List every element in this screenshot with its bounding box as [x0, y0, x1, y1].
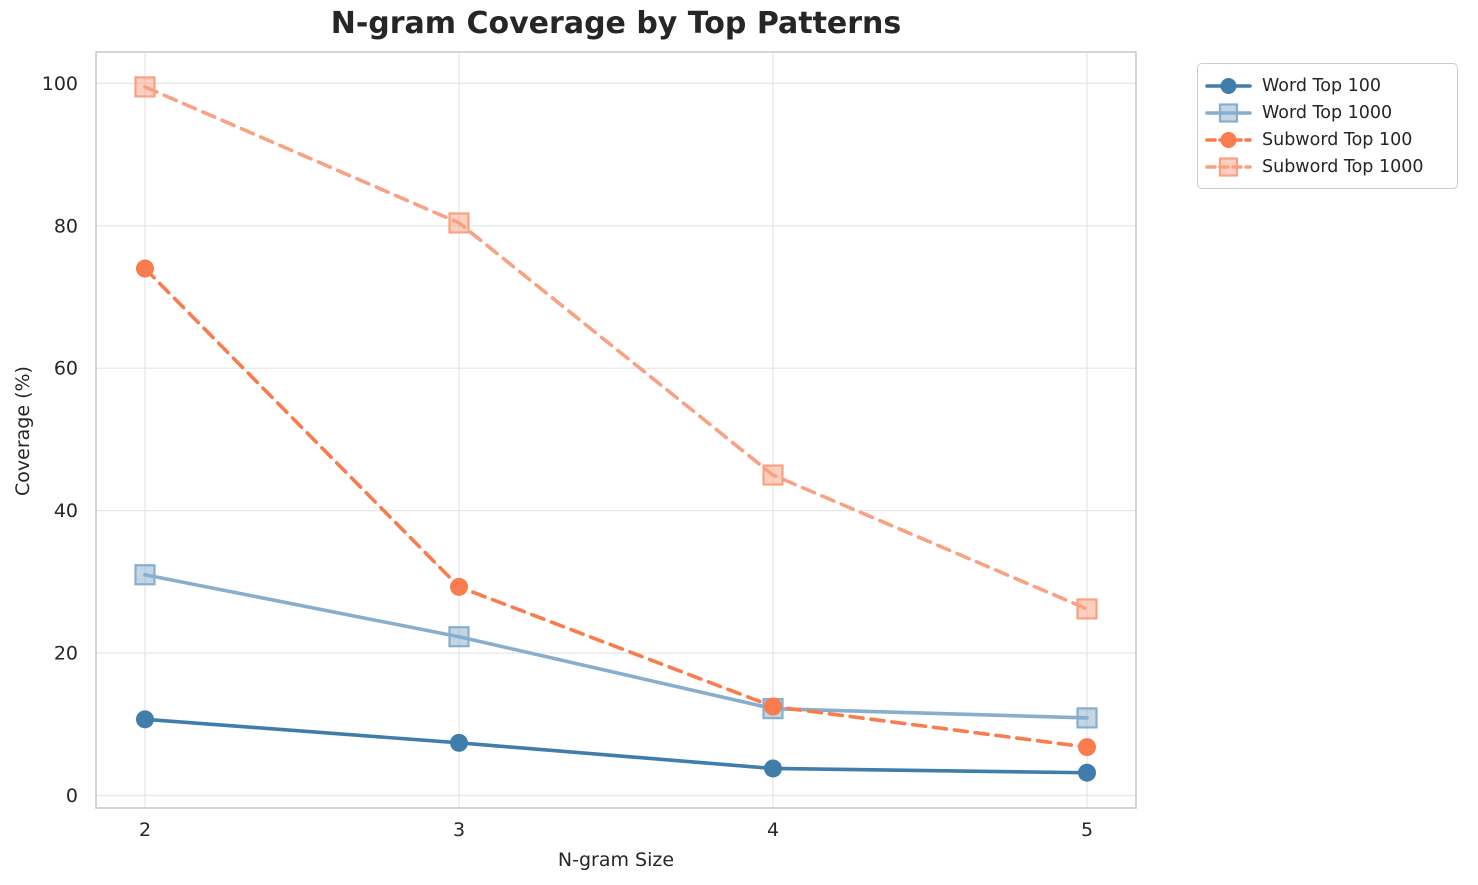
legend-line-sample-icon: [1205, 156, 1252, 177]
data-point-marker: [1220, 77, 1237, 94]
x-tick-label: 4: [767, 819, 779, 841]
data-point-marker: [1078, 738, 1097, 757]
legend-label: Word Top 1000: [1262, 102, 1393, 123]
data-point-marker: [762, 464, 784, 486]
legend-line-sample-icon: [1205, 131, 1252, 148]
series-word-top-100: [135, 710, 1097, 782]
legend-line-sample-icon: [1205, 77, 1252, 94]
data-point-marker: [449, 733, 468, 752]
legend-item-word-top-100: Word Top 100: [1205, 72, 1447, 99]
y-tick-label: 20: [54, 643, 78, 665]
y-tick-label: 60: [54, 358, 78, 380]
x-tick-label: 3: [453, 819, 465, 841]
series-line: [143, 85, 1089, 611]
data-point-marker: [1220, 131, 1237, 148]
x-tick-label: 5: [1081, 819, 1093, 841]
data-point-marker: [448, 212, 470, 234]
y-tick-label: 80: [54, 215, 78, 237]
legend-line-sample-icon: [1205, 102, 1252, 123]
data-point-marker: [1076, 707, 1098, 729]
data-point-marker: [1076, 598, 1098, 620]
series-line: [143, 572, 1089, 720]
data-point-marker: [134, 564, 156, 586]
y-tick-label: 40: [54, 500, 78, 522]
legend: Word Top 100 Word Top 1000 Subword Top 1…: [1197, 63, 1458, 189]
data-point-marker: [134, 76, 156, 98]
data-point-marker: [449, 577, 468, 596]
legend-label: Word Top 100: [1262, 75, 1382, 96]
y-axis-label: Coverage (%): [12, 366, 34, 496]
data-point-marker: [1078, 763, 1097, 782]
series-subword-top-100: [135, 259, 1097, 757]
series-subword-top-1000: [134, 76, 1098, 620]
legend-item-word-top-1000: Word Top 1000: [1205, 99, 1447, 126]
plot-border: [95, 51, 1137, 809]
plot-background: [96, 52, 1136, 808]
legend-label: Subword Top 100: [1262, 129, 1413, 150]
data-point-marker: [764, 759, 783, 778]
data-point-marker: [1218, 156, 1239, 177]
series-line: [143, 717, 1089, 775]
data-point-marker: [764, 697, 783, 716]
y-tick-label: 0: [66, 785, 78, 807]
legend-label: Subword Top 1000: [1262, 156, 1424, 177]
x-axis-label: N-gram Size: [557, 849, 675, 871]
data-point-marker: [448, 626, 470, 648]
x-tick-label: 2: [139, 819, 151, 841]
chart-title: N-gram Coverage by Top Patterns: [330, 6, 902, 41]
data-point-marker: [135, 710, 154, 729]
data-point-marker: [1218, 102, 1239, 123]
legend-item-subword-top-100: Subword Top 100: [1205, 126, 1447, 153]
y-tick-label: 100: [42, 73, 78, 95]
series-line: [143, 266, 1089, 749]
data-point-marker: [135, 259, 154, 278]
legend-item-subword-top-1000: Subword Top 1000: [1205, 153, 1447, 180]
